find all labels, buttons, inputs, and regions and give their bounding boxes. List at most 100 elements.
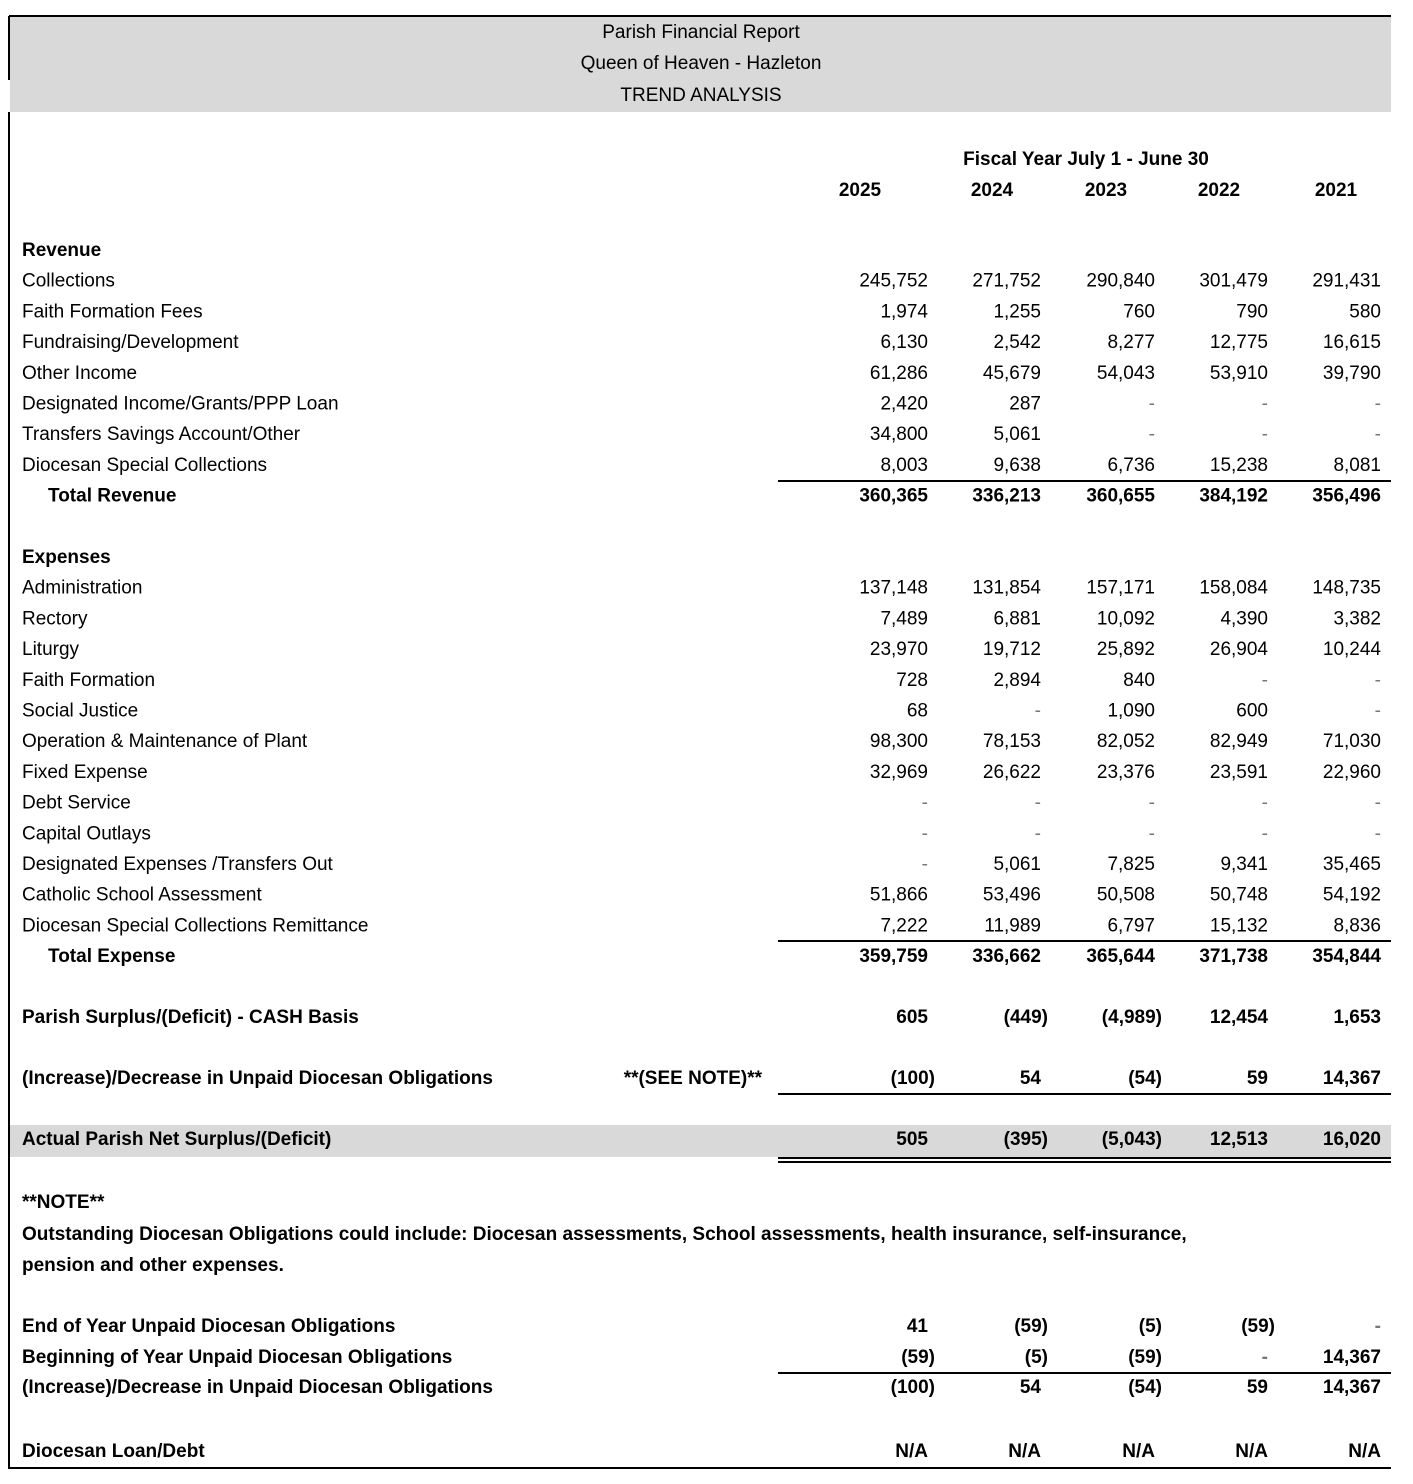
row-label: Liturgy	[22, 639, 80, 660]
cell-value: N/A	[1122, 1441, 1155, 1462]
cell-value: (395)	[1004, 1129, 1048, 1150]
row-label: (Increase)/Decrease in Unpaid Diocesan O…	[22, 1068, 493, 1089]
cell-value: 356,496	[1312, 486, 1381, 507]
cell-value: (100)	[891, 1377, 935, 1398]
cell-value: 54,043	[1097, 363, 1155, 384]
cell-value: 16,615	[1323, 332, 1381, 353]
cell-value: 301,479	[1199, 271, 1268, 292]
cell-value: 14,367	[1323, 1068, 1381, 1089]
note-ref: **(SEE NOTE)**	[624, 1068, 763, 1089]
cell-value: 71,030	[1323, 731, 1381, 752]
row-label: Designated Income/Grants/PPP Loan	[22, 394, 339, 415]
cell-value: (59)	[1241, 1316, 1275, 1337]
cell-value: -	[922, 823, 928, 844]
cell-value: 158,084	[1199, 578, 1268, 599]
cell-value: 360,655	[1086, 486, 1155, 507]
cell-value: -	[922, 854, 928, 875]
cell-value: 53,496	[983, 885, 1041, 906]
cell-value: 10,092	[1097, 608, 1155, 629]
cell-value: 6,881	[993, 608, 1041, 629]
year-header: 2022	[1198, 180, 1240, 201]
cell-value: 54,192	[1323, 885, 1381, 906]
cell-value: 4,390	[1220, 608, 1268, 629]
cell-value: 15,132	[1210, 915, 1268, 936]
cell-value: 8,836	[1333, 915, 1381, 936]
cell-value: -	[1375, 424, 1381, 445]
cell-value: 7,489	[880, 608, 928, 629]
cell-value: 68	[907, 701, 928, 722]
cell-value: 760	[1123, 301, 1155, 322]
cell-value: N/A	[1235, 1441, 1268, 1462]
cell-value: 9,638	[993, 455, 1041, 476]
cell-value: 50,748	[1210, 885, 1268, 906]
cell-value: 137,148	[859, 578, 928, 599]
cell-value: 32,969	[870, 762, 928, 783]
cell-value: 359,759	[859, 946, 928, 967]
row-label: Diocesan Loan/Debt	[22, 1441, 205, 1462]
period-label: Fiscal Year July 1 - June 30	[963, 149, 1209, 170]
cell-value: 2,542	[993, 332, 1041, 353]
cell-value: 25,892	[1097, 639, 1155, 660]
cell-value: 6,736	[1107, 455, 1155, 476]
cell-value: 1,090	[1107, 701, 1155, 722]
cell-value: 15,238	[1210, 455, 1268, 476]
cell-value: (100)	[891, 1068, 935, 1089]
cell-value: 336,662	[972, 946, 1041, 967]
cell-value: 580	[1349, 301, 1381, 322]
row-label: Total Expense	[48, 946, 175, 967]
cell-value: 728	[896, 670, 928, 691]
cell-value: 59	[1247, 1377, 1268, 1398]
cell-value: 34,800	[870, 424, 928, 445]
header-band	[10, 17, 1391, 112]
row-label: Rectory	[22, 608, 88, 629]
cell-value: (59)	[901, 1347, 935, 1368]
row-label: Catholic School Assessment	[22, 885, 262, 906]
cell-value: (5,043)	[1102, 1129, 1162, 1150]
cell-value: -	[1262, 793, 1268, 814]
cell-value: 291,431	[1312, 271, 1381, 292]
cell-value: -	[1375, 394, 1381, 415]
cell-value: 23,591	[1210, 762, 1268, 783]
row-label: Beginning of Year Unpaid Diocesan Obliga…	[22, 1347, 452, 1368]
cell-value: -	[1375, 701, 1381, 722]
cell-value: 371,738	[1199, 946, 1268, 967]
cell-value: 1,255	[993, 301, 1041, 322]
cell-value: 365,644	[1086, 946, 1155, 967]
cell-value: (54)	[1128, 1377, 1162, 1398]
cell-value: -	[1262, 670, 1268, 691]
cell-value: 12,454	[1210, 1007, 1269, 1028]
section-heading: Revenue	[22, 240, 101, 261]
row-label: Operation & Maintenance of Plant	[22, 731, 308, 752]
cell-value: 45,679	[983, 363, 1041, 384]
row-label: Transfers Savings Account/Other	[22, 424, 301, 445]
cell-value: -	[1375, 823, 1381, 844]
row-label: (Increase)/Decrease in Unpaid Diocesan O…	[22, 1377, 493, 1398]
cell-value: -	[1262, 394, 1268, 415]
cell-value: -	[1375, 670, 1381, 691]
cell-value: 600	[1236, 701, 1268, 722]
year-header: 2021	[1315, 180, 1358, 201]
cell-value: -	[1149, 793, 1155, 814]
cell-value: -	[1035, 793, 1041, 814]
cell-value: 2,894	[993, 670, 1041, 691]
row-label: Diocesan Special Collections	[22, 455, 267, 476]
cell-value: 1,974	[880, 301, 928, 322]
cell-value: 98,300	[870, 731, 928, 752]
cell-value: 12,513	[1210, 1129, 1268, 1150]
cell-value: -	[1375, 793, 1381, 814]
cell-value: 336,213	[972, 486, 1041, 507]
cell-value: 82,949	[1210, 731, 1268, 752]
row-label: Total Revenue	[48, 486, 176, 507]
note-line: Outstanding Diocesan Obligations could i…	[22, 1224, 1187, 1245]
cell-value: -	[1375, 1316, 1381, 1337]
cell-value: 23,970	[870, 639, 928, 660]
year-header: 2025	[839, 180, 882, 201]
cell-value: 360,365	[859, 486, 928, 507]
cell-value: -	[1035, 701, 1041, 722]
note-heading: **NOTE**	[22, 1192, 105, 1213]
title: Parish Financial Report	[602, 22, 800, 43]
row-label: Social Justice	[22, 701, 138, 722]
row-label: Diocesan Special Collections Remittance	[22, 915, 368, 936]
cell-value: 6,130	[880, 332, 928, 353]
